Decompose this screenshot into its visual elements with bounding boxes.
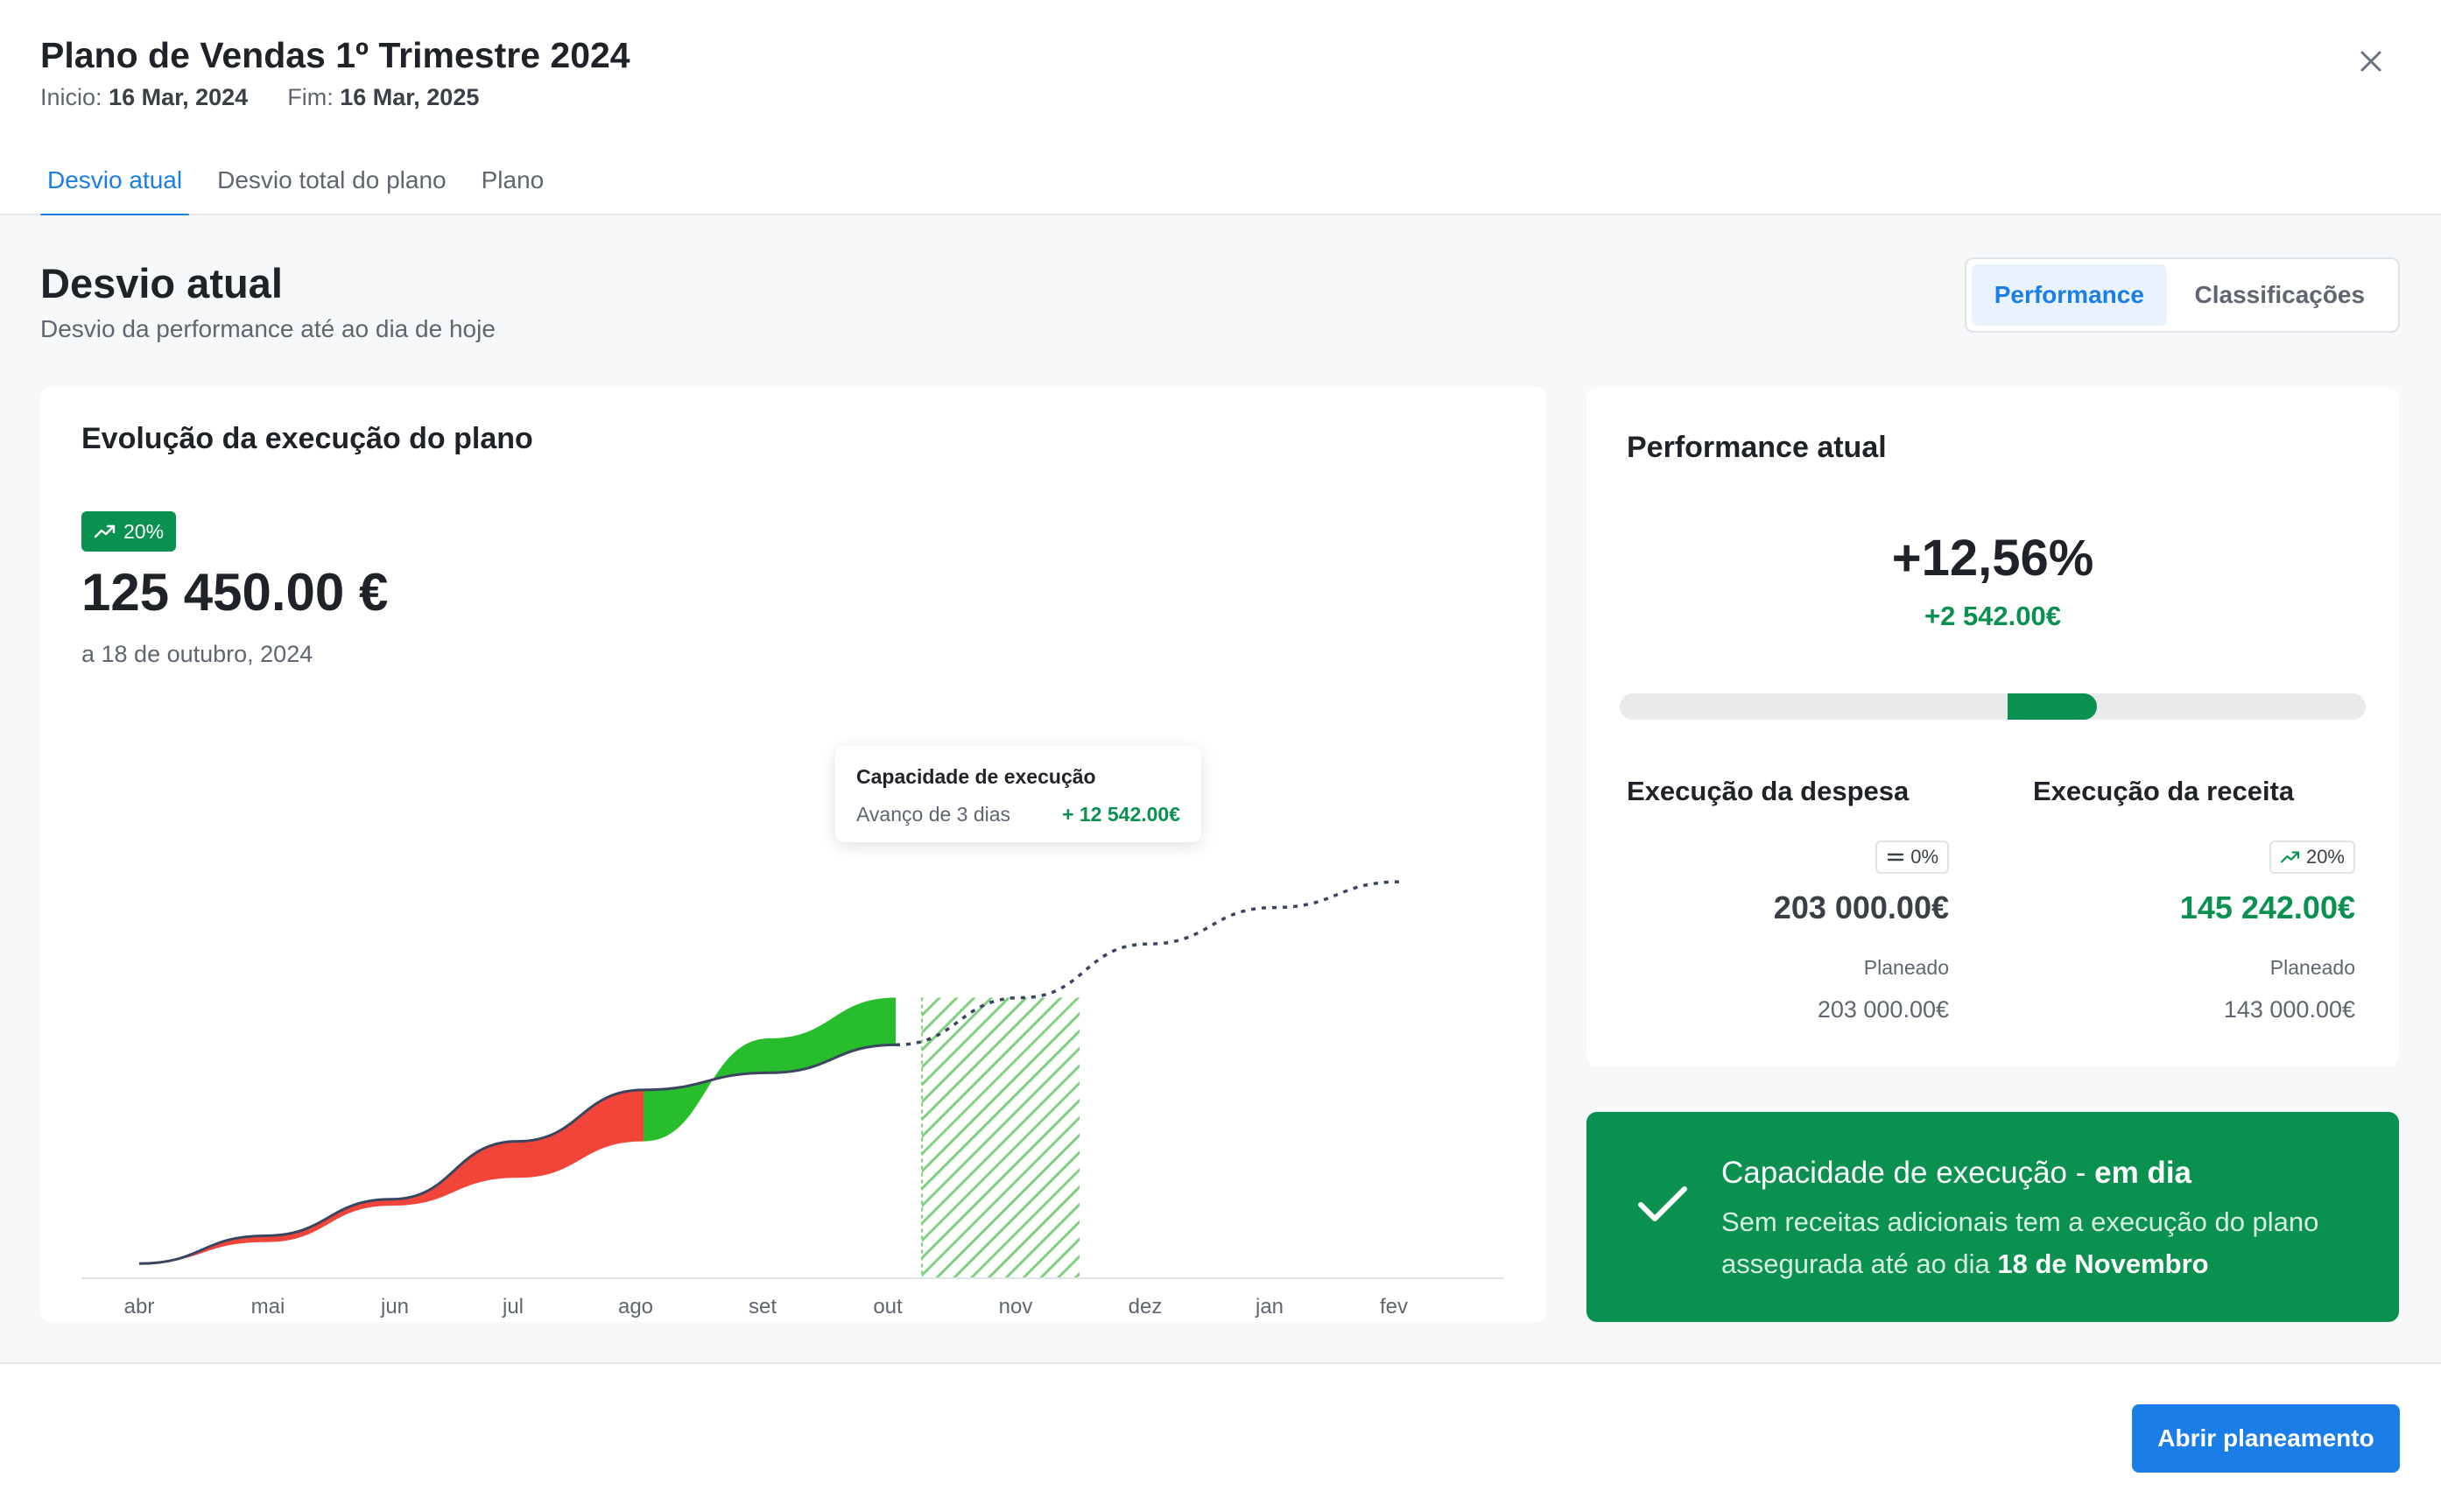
plan-dates: Inicio: 16 Mar, 2024 Fim: 16 Mar, 2025	[40, 84, 479, 111]
revenue-chip-value: 20%	[2305, 846, 2345, 868]
end-label: Fim:	[287, 84, 334, 110]
plan-line	[138, 1043, 897, 1265]
revenue-chip: 20%	[2269, 840, 2355, 874]
revenue-title: Execução da receita	[2033, 776, 2295, 806]
expense-chip-value: 0%	[1910, 846, 1938, 868]
evolution-card: abr mai jun jul ago set out nov dez jan fev Evoluç…	[40, 387, 1546, 1322]
x-tick-mai: mai	[251, 1295, 285, 1319]
revenue-amount: 145 242.00€	[2179, 890, 2355, 925]
x-tick-set: set	[749, 1295, 777, 1319]
capacity-hatch-region	[922, 997, 1080, 1278]
tab-bar: Desvio atual Desvio total do plano Plano	[40, 163, 572, 217]
x-tick-abr: abr	[124, 1295, 155, 1319]
end-date: 16 Mar, 2025	[340, 84, 480, 110]
x-tick-out: out	[873, 1295, 903, 1319]
execution-capacity-alert: Capacidade de execução - em dia Sem rece…	[1586, 1112, 2399, 1322]
expense-chip: 0%	[1875, 840, 1949, 874]
plan-title: Plano de Vendas 1º Trimestre 2024	[40, 35, 630, 75]
modal-header: Plano de Vendas 1º Trimestre 2024 Inicio…	[0, 0, 2441, 217]
alert-body: Sem receitas adicionais tem a execução d…	[1721, 1201, 2369, 1285]
evolution-title: Evolução da execução do plano	[81, 422, 533, 455]
performance-card: Performance atual +12,56% +2 542.00€ Exe…	[1586, 387, 2399, 1066]
tooltip-value: + 12 542.00€	[1062, 803, 1180, 826]
growth-badge-value: 20%	[123, 519, 165, 543]
x-tick-jun: jun	[380, 1295, 409, 1319]
trend-up-icon	[94, 524, 116, 538]
view-toggle: Performance Classificações	[1965, 257, 2400, 333]
deviation-area-3	[644, 997, 896, 1142]
deviation-area-1	[139, 1199, 391, 1264]
x-tick-jul: jul	[502, 1295, 524, 1319]
tab-desvio-total[interactable]: Desvio total do plano	[217, 166, 447, 193]
check-icon	[1638, 1186, 1687, 1221]
expense-title: Execução da despesa	[1627, 776, 1910, 806]
alert-status: em dia	[2094, 1156, 2192, 1190]
tab-desvio-atual[interactable]: Desvio atual	[40, 163, 190, 217]
expense-amount: 203 000.00€	[1773, 890, 1949, 925]
close-button[interactable]	[2353, 44, 2388, 79]
close-icon	[2360, 51, 2381, 72]
performance-value: +12,56%	[1891, 530, 2094, 587]
toggle-classificacoes[interactable]: Classificações	[2194, 281, 2366, 308]
alert-title-main: Capacidade de execução -	[1721, 1156, 2095, 1190]
x-tick-jan: jan	[1255, 1295, 1284, 1319]
alert-body-main: Sem receitas adicionais tem a execução d…	[1721, 1206, 2319, 1279]
growth-badge: 20%	[81, 511, 177, 552]
tooltip-label: Avanço de 3 dias	[856, 803, 1011, 826]
expense-planned-value: 203 000.00€	[1817, 996, 1949, 1023]
evolution-chart: abr mai jun jul ago set out nov dez jan fev	[81, 880, 1504, 1319]
performance-progress-bar	[1620, 693, 2366, 720]
performance-delta: +2 542.00€	[1924, 601, 2061, 631]
x-tick-ago: ago	[618, 1295, 653, 1319]
start-date: 16 Mar, 2024	[109, 84, 249, 110]
open-planning-button[interactable]: Abrir planeamento	[2132, 1404, 2400, 1473]
tooltip-title: Capacidade de execução	[856, 765, 1096, 788]
x-tick-dez: dez	[1129, 1295, 1163, 1319]
expense-planned-label: Planeado	[1863, 956, 1949, 979]
modal-footer: Abrir planeamento	[0, 1364, 2441, 1512]
section-title: Desvio atual	[40, 260, 283, 306]
x-tick-nov: nov	[999, 1295, 1033, 1319]
projection-line	[895, 880, 1401, 1047]
equals-icon	[1888, 853, 1904, 861]
alert-date: 18 de Novembro	[1997, 1248, 2209, 1279]
performance-progress-fill	[2008, 693, 2098, 720]
tab-plano[interactable]: Plano	[481, 166, 545, 193]
content-area: Desvio atual Desvio da performance até a…	[0, 215, 2441, 1364]
revenue-planned-label: Planeado	[2269, 956, 2355, 979]
performance-title: Performance atual	[1627, 431, 1887, 464]
execution-date: a 18 de outubro, 2024	[81, 641, 313, 667]
toggle-performance[interactable]: Performance	[1972, 264, 2167, 326]
deviation-area-2	[391, 1089, 644, 1206]
alert-title: Capacidade de execução - em dia	[1721, 1156, 2191, 1191]
chart-tooltip: Capacidade de execução Avanço de 3 dias …	[835, 746, 1201, 842]
execution-value: 125 450.00 €	[81, 563, 389, 622]
revenue-planned-value: 143 000.00€	[2223, 996, 2355, 1023]
start-label: Inicio:	[40, 84, 102, 110]
x-tick-fev: fev	[1380, 1295, 1408, 1319]
trend-up-icon	[2280, 851, 2300, 863]
section-subtitle: Desvio da performance até ao dia de hoje	[40, 315, 496, 342]
